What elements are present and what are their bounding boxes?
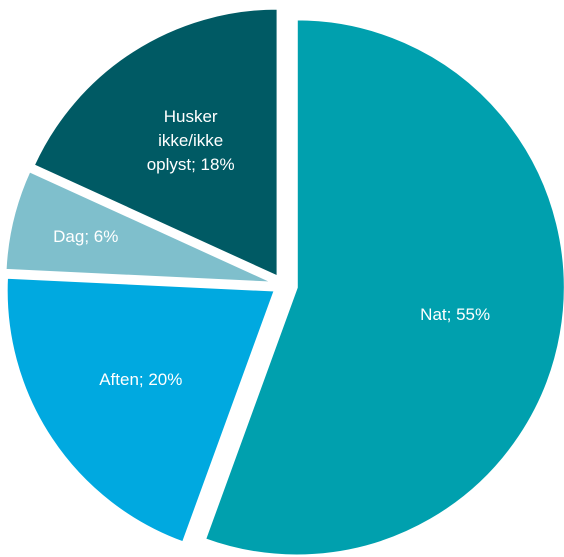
data-label: Nat; 55% <box>420 305 491 325</box>
data-label: Husker ikke/ikke oplyst; 18% <box>146 107 235 175</box>
pie-slice <box>203 18 564 557</box>
data-label: Aften; 20% <box>99 369 183 389</box>
pie-slice <box>32 7 279 279</box>
pie-slice <box>4 169 274 284</box>
pie-slice <box>5 276 277 544</box>
data-label: Dag; 6% <box>53 227 119 247</box>
